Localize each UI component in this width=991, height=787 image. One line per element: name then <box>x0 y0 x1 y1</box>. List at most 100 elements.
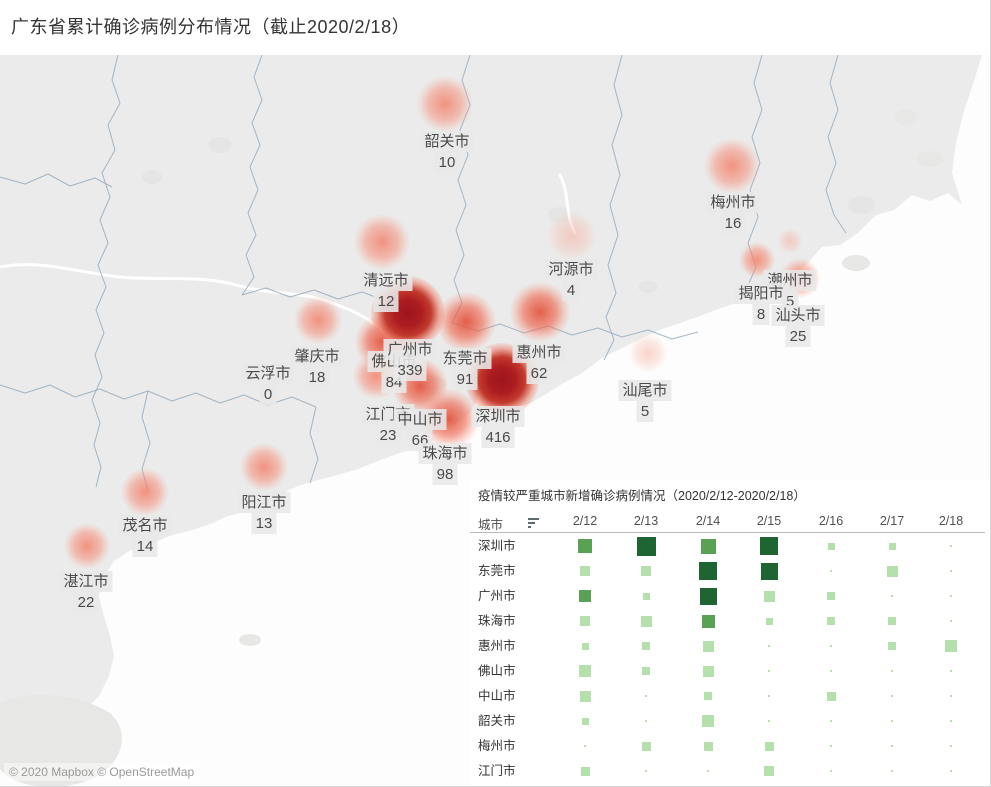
heatmap-cell-佛山市-2/18[interactable] <box>950 670 952 672</box>
heatmap-cell-广州市-2/14[interactable] <box>699 587 717 605</box>
heatmap-cell-梅州市-2/18[interactable] <box>950 745 952 747</box>
heatmap-cell-深圳市-2/17[interactable] <box>888 542 896 550</box>
heatmap-cell-惠州市-2/12[interactable] <box>581 642 589 650</box>
heatmap-cell-珠海市-2/16[interactable] <box>827 617 835 625</box>
city-bubble-潮州市[interactable] <box>777 228 803 254</box>
city-label-揭阳市: 揭阳市 8 <box>734 283 788 325</box>
city-name: 中山市 <box>393 409 447 430</box>
heatmap-cell-中山市-2/12[interactable] <box>579 690 591 702</box>
heatmap-cell-韶关市-2/12[interactable] <box>581 717 589 725</box>
city-case-count: 14 <box>132 536 158 557</box>
heatmap-cell-佛山市-2/16[interactable] <box>830 670 832 672</box>
heatmap-cell-东莞市-2/16[interactable] <box>830 570 832 572</box>
heatmap-cell-珠海市-2/17[interactable] <box>888 617 896 625</box>
heatmap-cell-江门市-2/15[interactable] <box>764 766 774 776</box>
heatmap-cell-梅州市-2/12[interactable] <box>584 745 586 747</box>
city-case-count: 339 <box>393 360 427 381</box>
heatmap-cell-惠州市-2/18[interactable] <box>945 640 957 652</box>
heatmap-cell-韶关市-2/18[interactable] <box>950 720 952 722</box>
heatmap-cell-梅州市-2/16[interactable] <box>830 745 832 747</box>
heatmap-cell-惠州市-2/15[interactable] <box>768 645 770 647</box>
heatmap-title: 疫情较严重城市新增确诊病例情况（2020/2/12-2020/2/18） <box>478 489 806 503</box>
heatmap-cell-东莞市-2/13[interactable] <box>641 566 651 576</box>
heatmap-cell-中山市-2/18[interactable] <box>950 695 952 697</box>
heatmap-cell-深圳市-2/14[interactable] <box>700 538 716 554</box>
city-name: 东莞市 <box>438 348 492 369</box>
heatmap-cell-珠海市-2/13[interactable] <box>640 615 652 627</box>
city-bubble-韶关市[interactable] <box>417 76 473 132</box>
heatmap-cell-广州市-2/12[interactable] <box>579 590 591 602</box>
heatmap-cell-深圳市-2/12[interactable] <box>578 539 592 553</box>
heatmap-cell-佛山市-2/12[interactable] <box>579 665 591 677</box>
city-bubble-清远市[interactable] <box>354 214 410 270</box>
heatmap-cell-中山市-2/15[interactable] <box>768 695 770 697</box>
heatmap-cell-东莞市-2/15[interactable] <box>760 562 778 580</box>
heatmap-cell-佛山市-2/13[interactable] <box>642 667 650 675</box>
heatmap-cell-惠州市-2/17[interactable] <box>888 642 896 650</box>
heatmap-cell-广州市-2/16[interactable] <box>827 592 835 600</box>
heatmap-cell-深圳市-2/13[interactable] <box>636 536 656 556</box>
heatmap-cell-珠海市-2/15[interactable] <box>765 617 773 625</box>
heatmap-cell-深圳市-2/18[interactable] <box>950 545 952 547</box>
heatmap-cell-中山市-2/13[interactable] <box>645 695 647 697</box>
column-header-2/13: 2/13 <box>633 514 659 528</box>
heatmap-cell-江门市-2/17[interactable] <box>891 770 893 772</box>
heatmap-cell-江门市-2/12[interactable] <box>580 766 590 776</box>
city-bubble-茂名市[interactable] <box>121 468 169 516</box>
city-bubble-东莞市[interactable] <box>436 292 496 352</box>
heatmap-cell-广州市-2/15[interactable] <box>763 590 775 602</box>
row-header-惠州市: 惠州市 <box>478 639 516 653</box>
heatmap-cell-佛山市-2/17[interactable] <box>891 670 893 672</box>
city-name: 汕尾市 <box>618 380 672 401</box>
map-attribution[interactable]: © 2020 Mapbox © OpenStreetMap <box>4 763 200 781</box>
heatmap-cell-惠州市-2/16[interactable] <box>830 645 832 647</box>
city-bubble-梅州市[interactable] <box>704 138 760 194</box>
heatmap-cell-东莞市-2/18[interactable] <box>950 570 952 572</box>
sort-descending-icon[interactable] <box>528 517 542 528</box>
heatmap-cell-韶关市-2/16[interactable] <box>830 720 832 722</box>
heatmap-cell-惠州市-2/14[interactable] <box>702 640 714 652</box>
heatmap-cell-东莞市-2/14[interactable] <box>699 562 717 580</box>
heatmap-cell-梅州市-2/14[interactable] <box>703 741 713 751</box>
heatmap-cell-广州市-2/13[interactable] <box>642 592 650 600</box>
heatmap-cell-佛山市-2/15[interactable] <box>768 670 770 672</box>
heatmap-cell-惠州市-2/13[interactable] <box>642 642 650 650</box>
heatmap-cell-韶关市-2/14[interactable] <box>702 715 714 727</box>
heatmap-cell-深圳市-2/16[interactable] <box>827 542 835 550</box>
heatmap-cell-中山市-2/17[interactable] <box>891 695 893 697</box>
heatmap-cell-梅州市-2/13[interactable] <box>641 741 651 751</box>
heatmap-cell-珠海市-2/18[interactable] <box>950 620 952 622</box>
city-bubble-河源市[interactable] <box>546 210 598 262</box>
city-bubble-汕尾市[interactable] <box>628 333 668 373</box>
heatmap-cell-梅州市-2/17[interactable] <box>891 745 893 747</box>
heatmap-cell-中山市-2/16[interactable] <box>826 691 836 701</box>
heatmap-cell-广州市-2/18[interactable] <box>950 595 952 597</box>
heatmap-cell-韶关市-2/13[interactable] <box>645 720 647 722</box>
heatmap-cell-韶关市-2/17[interactable] <box>891 720 893 722</box>
heatmap-cell-佛山市-2/14[interactable] <box>702 665 714 677</box>
heatmap-cell-东莞市-2/17[interactable] <box>886 565 898 577</box>
city-name: 阳江市 <box>237 492 291 513</box>
heatmap-cell-珠海市-2/12[interactable] <box>580 616 590 626</box>
city-bubble-阳江市[interactable] <box>240 443 288 491</box>
city-bubble-惠州市[interactable] <box>510 282 570 342</box>
heatmap-cell-江门市-2/18[interactable] <box>950 770 952 772</box>
city-name: 湛江市 <box>59 571 113 592</box>
heatmap-cell-梅州市-2/15[interactable] <box>764 741 774 751</box>
city-label-河源市: 河源市 4 <box>544 259 598 301</box>
column-header-city[interactable]: 城市 <box>478 518 504 532</box>
heatmap-cell-东莞市-2/12[interactable] <box>580 566 590 576</box>
city-bubble-湛江市[interactable] <box>64 523 110 569</box>
heatmap-cell-中山市-2/14[interactable] <box>704 692 712 700</box>
heatmap-cell-深圳市-2/15[interactable] <box>760 537 778 555</box>
heatmap-cell-江门市-2/16[interactable] <box>830 770 832 772</box>
city-case-count: 22 <box>73 592 99 613</box>
heatmap-cell-江门市-2/14[interactable] <box>707 770 709 772</box>
heatmap-cell-江门市-2/13[interactable] <box>645 770 647 772</box>
city-case-count: 10 <box>434 152 460 173</box>
heatmap-cell-珠海市-2/14[interactable] <box>701 614 715 628</box>
heatmap-cell-韶关市-2/15[interactable] <box>768 720 770 722</box>
heatmap-cell-广州市-2/17[interactable] <box>891 595 893 597</box>
city-bubble-肇庆市[interactable] <box>294 296 342 344</box>
